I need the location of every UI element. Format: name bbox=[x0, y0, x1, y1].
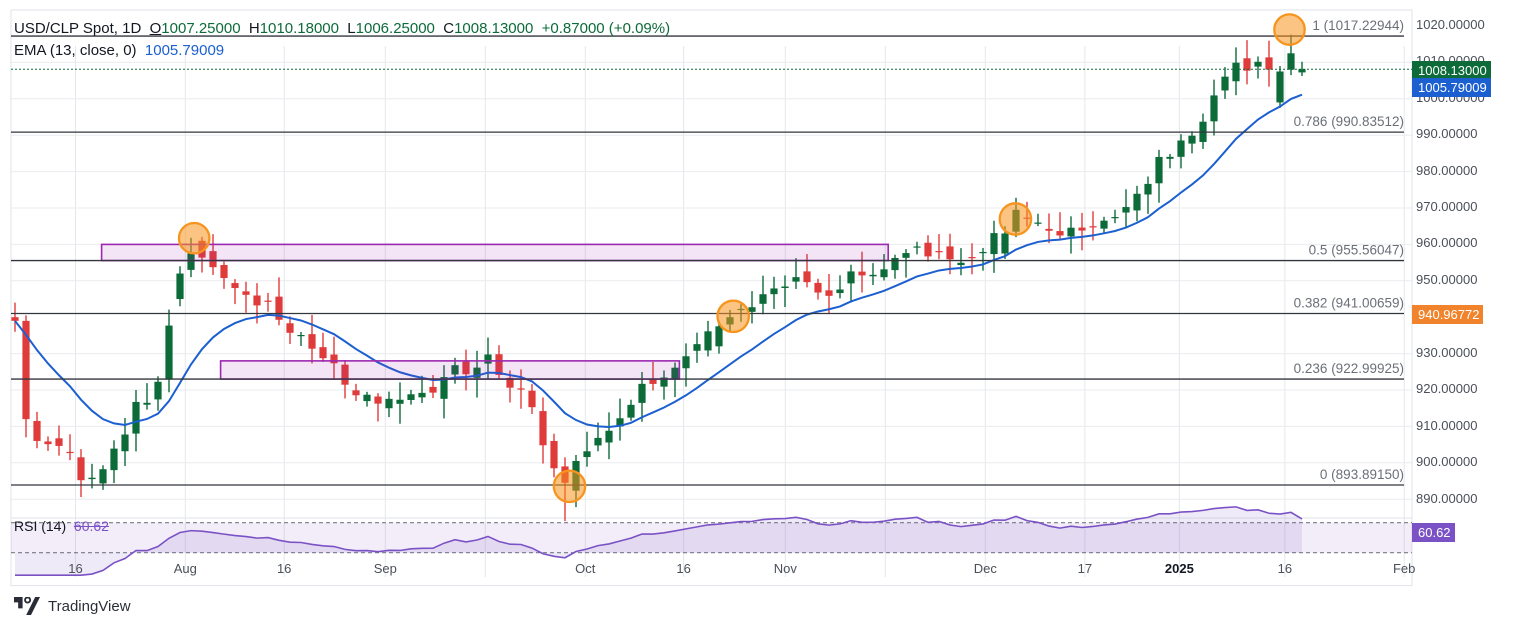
svg-text:0 (893.89150): 0 (893.89150) bbox=[1320, 467, 1404, 482]
svg-text:0.5 (955.56047): 0.5 (955.56047) bbox=[1309, 243, 1404, 258]
svg-text:1 (1017.22944): 1 (1017.22944) bbox=[1312, 18, 1404, 33]
svg-text:0.786 (990.83512): 0.786 (990.83512) bbox=[1294, 114, 1404, 129]
svg-text:0.236 (922.99925): 0.236 (922.99925) bbox=[1294, 361, 1404, 376]
svg-text:0.382 (941.00659): 0.382 (941.00659) bbox=[1294, 296, 1404, 311]
